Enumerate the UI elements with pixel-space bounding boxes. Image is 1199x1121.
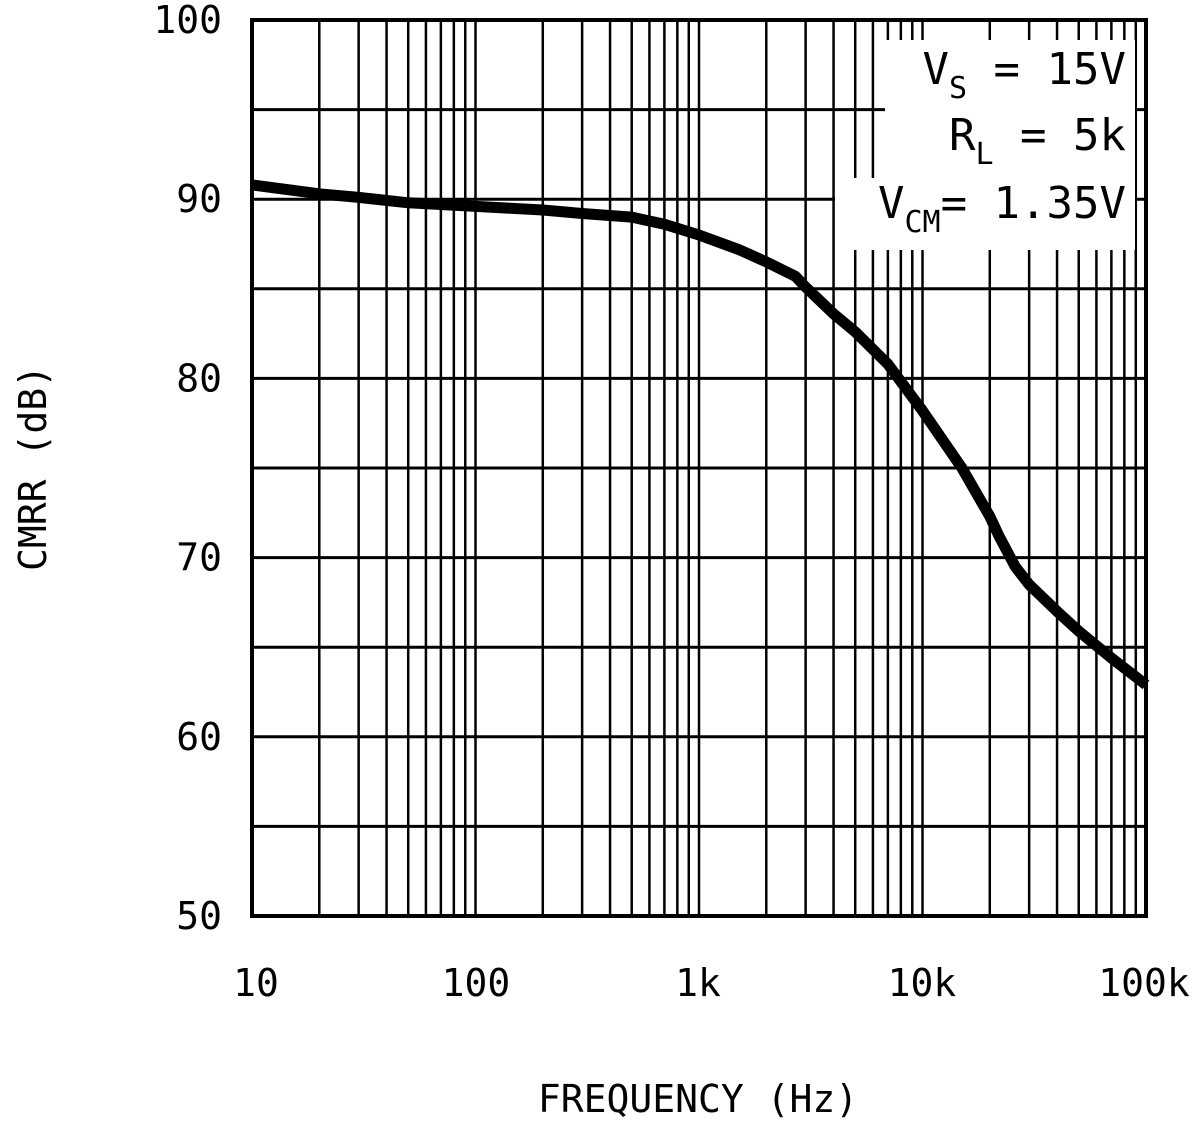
annotation-line: RL = 5k bbox=[949, 110, 1126, 172]
y-tick-label: 50 bbox=[176, 894, 222, 938]
y-tick-label: 90 bbox=[176, 177, 222, 221]
grid bbox=[252, 20, 1146, 916]
x-tick-label: 100 bbox=[442, 961, 511, 1005]
cmrr-curve bbox=[251, 179, 1150, 690]
plot-frame bbox=[250, 18, 1148, 918]
x-axis-label: FREQUENCY (Hz) bbox=[538, 1077, 858, 1121]
x-tick-label: 10 bbox=[233, 961, 279, 1005]
y-tick-label: 60 bbox=[176, 715, 222, 759]
annotation-line: VCM= 1.35V bbox=[878, 178, 1126, 240]
annotation-line: VS = 15V bbox=[922, 44, 1126, 106]
annotation-background bbox=[835, 178, 1135, 250]
y-tick-label: 100 bbox=[153, 0, 222, 42]
x-tick-labels: 10 100 1k 10k 100k bbox=[233, 961, 1190, 1005]
y-tick-labels: 50 60 70 80 90 100 bbox=[153, 0, 222, 938]
x-tick-label: 10k bbox=[888, 961, 957, 1005]
x-tick-label: 1k bbox=[675, 961, 721, 1005]
x-tick-label: 100k bbox=[1098, 961, 1190, 1005]
y-axis-label: CMRR (dB) bbox=[11, 365, 55, 571]
series-layer bbox=[251, 179, 1150, 690]
y-tick-label: 70 bbox=[176, 536, 222, 580]
y-tick-label: 80 bbox=[176, 356, 222, 400]
